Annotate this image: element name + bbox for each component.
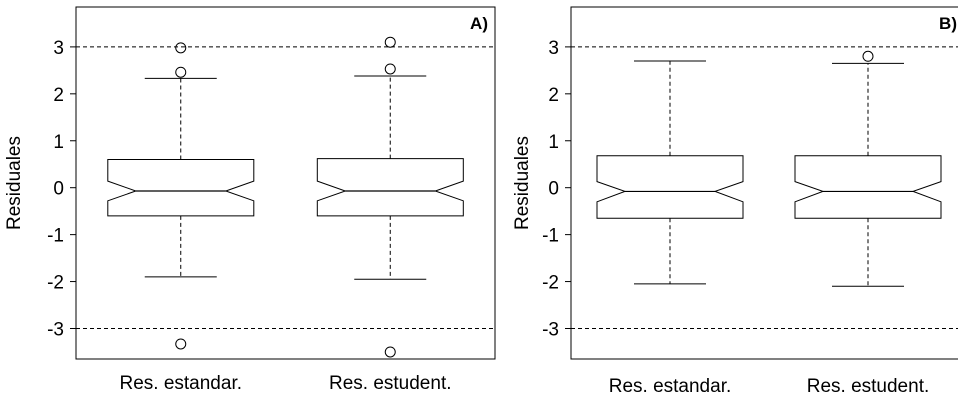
category-label: Res. estudent. <box>807 376 930 397</box>
notched-box <box>794 155 942 219</box>
y-tick-label: 2 <box>53 85 64 106</box>
notched-box <box>107 159 255 217</box>
y-tick-label: -1 <box>542 226 559 247</box>
panel-label: A) <box>470 14 488 33</box>
outlier-point <box>384 346 396 358</box>
y-tick-label: -3 <box>47 319 64 340</box>
outlier-point <box>862 50 874 62</box>
y-tick-label: 2 <box>548 85 559 106</box>
panel-b: -3 -2 -1 0 1 2 3 Res. estandar. Res. estudent. Re… <box>512 6 958 397</box>
plot-frame <box>570 6 958 360</box>
y-tick-label: -1 <box>47 226 64 247</box>
category-label: Res. estandar. <box>119 373 242 394</box>
y-axis-label: Residuales <box>4 136 25 230</box>
outlier-point <box>175 338 187 350</box>
y-tick-label: 0 <box>548 179 559 200</box>
y-tick-label: 1 <box>548 132 559 153</box>
outlier-point <box>175 66 187 78</box>
panel-a: -3 -2 -1 0 1 2 3 Res. estandar. Res. estudent. Re… <box>4 6 496 394</box>
category-label: Res. estudent. <box>329 373 452 394</box>
y-tick-label: -2 <box>47 273 64 294</box>
plot-frame <box>75 6 496 360</box>
category-label: Res. estandar. <box>609 376 732 397</box>
notched-box <box>316 158 464 217</box>
panel-label: B) <box>939 14 957 33</box>
y-tick-label: -2 <box>542 273 559 294</box>
y-tick-label: -3 <box>542 319 559 340</box>
y-tick-label: 1 <box>53 132 64 153</box>
notched-box <box>596 155 744 219</box>
outlier-point <box>175 42 187 54</box>
y-tick-label: 3 <box>53 38 64 59</box>
outlier-point <box>384 36 396 48</box>
outlier-point <box>384 63 396 75</box>
y-axis-label: Residuales <box>512 136 533 230</box>
y-tick-label: 0 <box>53 179 64 200</box>
y-tick-label: 3 <box>548 38 559 59</box>
